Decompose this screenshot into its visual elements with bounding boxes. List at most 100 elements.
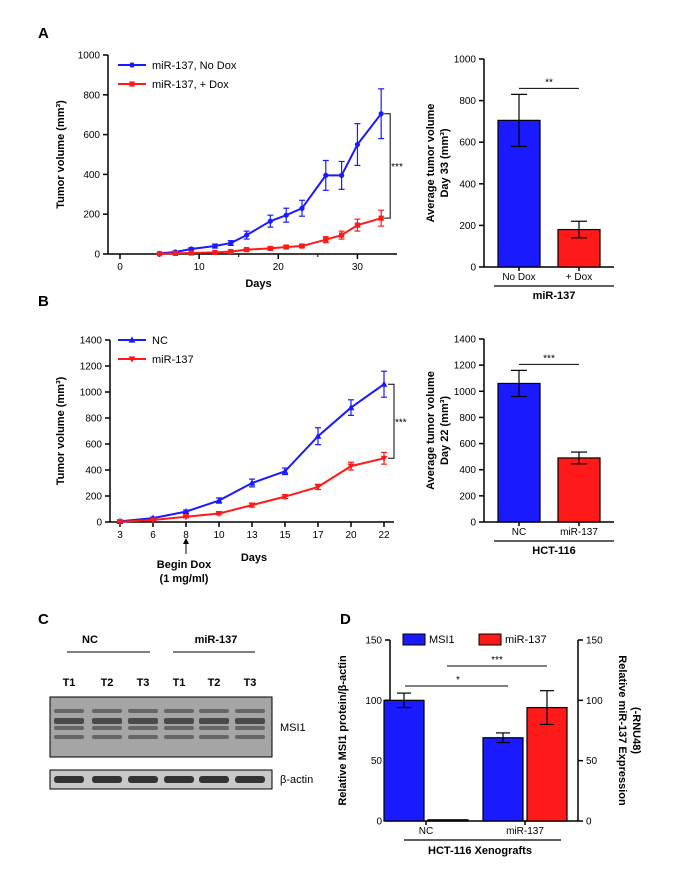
panel-letter-d: D xyxy=(340,611,351,628)
b-line-series-0-point xyxy=(182,508,190,515)
d-sig-1-label: * xyxy=(456,675,460,686)
b-line-series-1-point xyxy=(380,455,388,462)
a-line-series-1-point xyxy=(283,244,289,250)
blot-msi1-band-1 xyxy=(92,718,122,724)
a-line-series-0-point xyxy=(323,172,329,178)
b-bar-y-label-1: Average tumor volume xyxy=(425,371,437,490)
d-legend-0-swatch xyxy=(402,633,426,646)
d-y-label-right-1: Relative miR-137 Expression xyxy=(616,655,628,806)
b-line-x-tick-label: 6 xyxy=(150,530,156,541)
blot-actin-band-4 xyxy=(199,776,229,783)
b-bar-y-tick-label: 200 xyxy=(459,491,476,502)
blot-msi1-band-1 xyxy=(92,735,122,739)
a-line-series-1-point xyxy=(156,251,163,257)
blot-msi1-band-5 xyxy=(235,718,265,724)
a-line-y-tick-label: 800 xyxy=(83,90,100,101)
blot-lane-label-4: T2 xyxy=(208,677,221,689)
a-line-x-tick-label: 20 xyxy=(273,262,285,273)
b-line-series-1-point xyxy=(347,463,355,470)
blot-msi1-band-4 xyxy=(199,709,229,713)
blot-msi1-band-1 xyxy=(92,726,122,730)
b-line-x-tick-label: 10 xyxy=(213,530,225,541)
b-line-y-tick-label: 600 xyxy=(85,440,102,451)
d-left-y-tick-label: 50 xyxy=(371,756,383,767)
b-bar-group-label: HCT-116 xyxy=(532,545,575,557)
a-bar-group-label: miR-137 xyxy=(533,290,576,302)
a-line-y-tick-label: 400 xyxy=(83,170,100,181)
chart-b-day22-bar: 0 200 400 600 800 1000 1200 1400 NC miR-137 HCT-11… xyxy=(425,335,614,557)
b-bar-y-tick-label: 1200 xyxy=(454,361,477,372)
b-line-y-tick-label: 1000 xyxy=(80,388,103,399)
d-legend-1-label: miR-137 xyxy=(505,634,547,646)
chart-d-msi1-mir137-bar: 0 50 100 150 0 50 100 150 NC miR-137 HCT-116 Xenog… xyxy=(337,633,642,857)
b-line-series-0-point xyxy=(215,496,223,504)
blot-group-mir137: miR-137 xyxy=(195,634,238,646)
b-bar-y-tick-label: 600 xyxy=(459,439,476,450)
b-bar-bar-0 xyxy=(497,382,541,523)
d-x-tick-label: NC xyxy=(419,826,433,837)
blot-lane-label-5: T3 xyxy=(244,677,257,689)
d-left-y-tick-label: 100 xyxy=(365,696,382,707)
d-sig-2-label: *** xyxy=(491,655,503,666)
blot-msi1-band-0 xyxy=(54,718,84,724)
a-line-y-tick-label: 200 xyxy=(83,210,100,221)
b-line-annotation-2: (1 mg/ml) xyxy=(160,573,209,585)
blot-msi1-band-4 xyxy=(199,718,229,724)
a-line-series-0-point xyxy=(244,232,250,238)
a-line-y-label: Tumor volume (mm³) xyxy=(55,100,67,209)
blot-actin-band-3 xyxy=(164,776,194,783)
a-line-series-1-point xyxy=(299,243,305,249)
a-line-sig-label: *** xyxy=(391,162,403,173)
b-line-x-tick-label: 22 xyxy=(378,530,390,541)
a-line-y-tick-label: 600 xyxy=(83,130,100,141)
b-bar-x-tick-label: NC xyxy=(512,527,526,538)
a-line-x-label: Days xyxy=(245,278,271,290)
a-line-series-1-point xyxy=(323,237,329,243)
a-bar-y-tick-label: 400 xyxy=(459,179,476,190)
panel-letter-c: C xyxy=(38,611,49,628)
blot-msi1-band-4 xyxy=(199,726,229,730)
blot-msi1-membrane xyxy=(49,696,273,758)
blot-lane-label-1: T2 xyxy=(101,677,114,689)
b-line-series-0-line xyxy=(119,383,385,523)
b-line-y-tick-label: 200 xyxy=(85,492,102,503)
a-line-sig-bracket xyxy=(384,113,391,219)
blot-msi1-band-3 xyxy=(164,718,194,724)
b-line-series-1-line xyxy=(119,457,385,523)
b-bar-y-tick-label: 400 xyxy=(459,465,476,476)
b-bar-sig-label: *** xyxy=(543,353,555,364)
blot-msi1-band-2 xyxy=(128,709,158,713)
a-line-series-0-point xyxy=(339,172,345,178)
blot-msi1-band-2 xyxy=(128,718,158,724)
chart-a-tumor-growth: 0 200 400 600 800 1000 0 10 20 30 Days Tumor volume… xyxy=(55,51,403,291)
a-line-series-0-point xyxy=(299,205,305,211)
b-line-series-0-point xyxy=(248,479,256,486)
blot-label-msi1: MSI1 xyxy=(280,722,306,734)
blot-msi1-band-3 xyxy=(164,735,194,739)
b-line-legend-0-marker xyxy=(128,336,136,343)
d-right-y-tick-label: 150 xyxy=(586,636,603,647)
b-line-y-tick-label: 400 xyxy=(85,466,102,477)
blot-msi1-band-3 xyxy=(164,726,194,730)
b-line-series-1-point xyxy=(281,494,289,501)
b-bar-x-tick-label: miR-137 xyxy=(560,527,598,538)
b-line-x-tick-label: 17 xyxy=(312,530,324,541)
blot-msi1-band-0 xyxy=(54,735,84,739)
blot-msi1-band-1 xyxy=(92,709,122,713)
b-line-y-tick-label: 1400 xyxy=(80,336,103,347)
b-line-series-1-point xyxy=(182,514,190,521)
b-line-series-0-point xyxy=(314,432,322,439)
chart-a-day33-bar: 0 200 400 600 800 1000 No Dox + Dox miR-137 ** Ave… xyxy=(425,55,614,302)
b-line-sig-bracket xyxy=(388,383,395,459)
d-bar-0-1 xyxy=(427,819,469,822)
panel-letter-a: A xyxy=(38,25,49,42)
d-right-y-tick-label: 100 xyxy=(586,696,603,707)
b-line-x-label: Days xyxy=(241,552,267,564)
blot-msi1-band-0 xyxy=(54,726,84,730)
a-line-series-1-point xyxy=(228,249,234,255)
d-x-tick-label: miR-137 xyxy=(506,826,544,837)
a-line-legend-1-label: miR-137, + Dox xyxy=(152,79,229,91)
b-line-sig-label: *** xyxy=(395,417,407,428)
a-line-series-0-point xyxy=(378,111,384,117)
b-line-series-0-point xyxy=(380,380,388,387)
